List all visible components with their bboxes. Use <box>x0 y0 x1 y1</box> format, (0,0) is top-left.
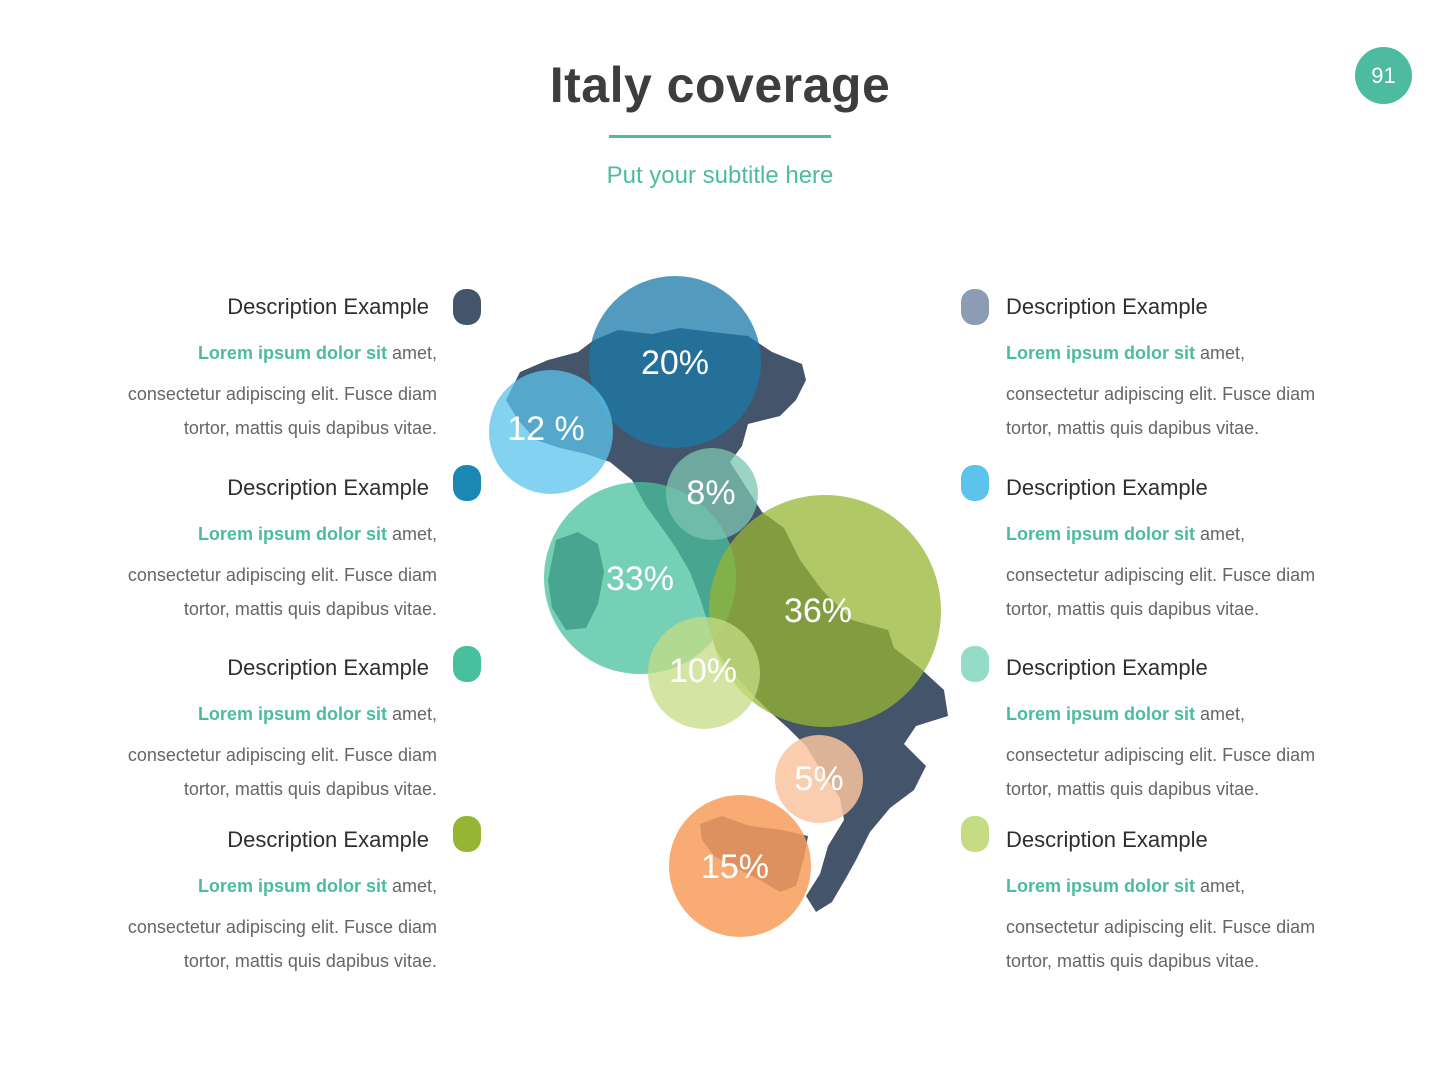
page-title: Italy coverage <box>549 57 891 113</box>
legend-pill-left-1 <box>453 289 481 325</box>
bubble-8 <box>666 448 758 540</box>
description-lead: Lorem ipsum dolor sit amet, <box>1006 523 1366 545</box>
description-line: consectetur adipiscing elit. Fusce diam <box>1006 917 1316 937</box>
description-line: tortor, mattis quis dapibus vitae. <box>1006 951 1260 971</box>
bubble-5 <box>775 735 863 823</box>
description-lead: Lorem ipsum dolor sit amet, <box>1006 342 1366 364</box>
description-line: tortor, mattis quis dapibus vitae. <box>1006 418 1260 438</box>
description-lead-rest: amet, <box>1195 524 1246 544</box>
bubble-label-12: 12 % <box>507 410 585 448</box>
description-body: consectetur adipiscing elit. Fusce diam … <box>1006 738 1366 806</box>
description-body: consectetur adipiscing elit. Fusce diam … <box>1006 910 1366 978</box>
description-line: consectetur adipiscing elit. Fusce diam <box>1006 565 1316 585</box>
description-heading: Description Example <box>1006 827 1208 852</box>
description-heading: Description Example <box>227 294 429 319</box>
description-lead-rest: amet, <box>386 704 437 724</box>
description-line: tortor, mattis quis dapibus vitae. <box>1006 779 1260 799</box>
description-heading: Description Example <box>1006 294 1208 319</box>
description-lead-rest: amet, <box>1195 704 1246 724</box>
description-lead-bold: Lorem ipsum dolor sit <box>1006 343 1196 363</box>
bubble-label-10: 10% <box>669 652 737 690</box>
description-lead: Lorem ipsum dolor sit amet, <box>77 342 437 364</box>
bubble-label-5: 5% <box>794 760 843 798</box>
description-block-left-1: Description Example Lorem ipsum dolor si… <box>77 292 437 445</box>
bubble-label-36: 36% <box>784 592 852 630</box>
description-lead-bold: Lorem ipsum dolor sit <box>1006 876 1196 896</box>
description-body: consectetur adipiscing elit. Fusce diam … <box>77 558 437 626</box>
description-lead-rest: amet, <box>386 876 437 896</box>
description-block-left-4: Description Example Lorem ipsum dolor si… <box>77 825 437 978</box>
description-line: consectetur adipiscing elit. Fusce diam <box>1006 384 1316 404</box>
description-lead: Lorem ipsum dolor sit amet, <box>77 523 437 545</box>
description-heading: Description Example <box>227 827 429 852</box>
description-block-right-2: Description Example Lorem ipsum dolor si… <box>1006 473 1366 626</box>
description-body: consectetur adipiscing elit. Fusce diam … <box>77 377 437 445</box>
legend-pill-right-1 <box>961 289 989 325</box>
description-body: consectetur adipiscing elit. Fusce diam … <box>77 738 437 806</box>
description-lead-bold: Lorem ipsum dolor sit <box>197 876 387 896</box>
legend-pill-left-3 <box>453 646 481 682</box>
bubble-10 <box>648 617 760 729</box>
description-line: consectetur adipiscing elit. Fusce diam <box>127 565 437 585</box>
description-lead-rest: amet, <box>386 343 437 363</box>
bubble-12 <box>489 370 613 494</box>
description-heading: Description Example <box>1006 475 1208 500</box>
bubble-36 <box>709 495 941 727</box>
description-lead-bold: Lorem ipsum dolor sit <box>197 704 387 724</box>
page-subtitle: Put your subtitle here <box>606 162 834 189</box>
description-lead-rest: amet, <box>1195 876 1246 896</box>
description-body: consectetur adipiscing elit. Fusce diam … <box>1006 558 1366 626</box>
description-block-right-3: Description Example Lorem ipsum dolor si… <box>1006 653 1366 806</box>
description-line: tortor, mattis quis dapibus vitae. <box>183 779 437 799</box>
bubble-label-8: 8% <box>686 474 735 512</box>
description-line: tortor, mattis quis dapibus vitae. <box>183 951 437 971</box>
description-lead-bold: Lorem ipsum dolor sit <box>197 524 387 544</box>
coverage-bubbles <box>489 276 941 937</box>
description-block-left-3: Description Example Lorem ipsum dolor si… <box>77 653 437 806</box>
bubble-20 <box>589 276 761 448</box>
description-line: consectetur adipiscing elit. Fusce diam <box>127 917 437 937</box>
description-lead-bold: Lorem ipsum dolor sit <box>1006 524 1196 544</box>
description-line: consectetur adipiscing elit. Fusce diam <box>1006 745 1316 765</box>
description-body: consectetur adipiscing elit. Fusce diam … <box>77 910 437 978</box>
description-lead: Lorem ipsum dolor sit amet, <box>1006 703 1366 725</box>
description-lead-rest: amet, <box>386 524 437 544</box>
description-heading: Description Example <box>227 655 429 680</box>
legend-pill-right-3 <box>961 646 989 682</box>
bubble-labels: 20% 12 % 8% 33% 36% 10% 5% 15% <box>507 344 852 886</box>
page-number-badge: 91 <box>1355 47 1412 104</box>
description-lead-bold: Lorem ipsum dolor sit <box>1006 704 1196 724</box>
description-lead: Lorem ipsum dolor sit amet, <box>77 875 437 897</box>
title-underline <box>609 135 831 138</box>
description-line: consectetur adipiscing elit. Fusce diam <box>127 745 437 765</box>
description-line: tortor, mattis quis dapibus vitae. <box>1006 599 1260 619</box>
legend-pill-left-2 <box>453 465 481 501</box>
legend-pill-right-4 <box>961 816 989 852</box>
description-heading: Description Example <box>1006 655 1208 680</box>
description-lead: Lorem ipsum dolor sit amet, <box>1006 875 1366 897</box>
description-lead-rest: amet, <box>1195 343 1246 363</box>
description-line: consectetur adipiscing elit. Fusce diam <box>127 384 437 404</box>
bubble-15 <box>669 795 811 937</box>
description-line: tortor, mattis quis dapibus vitae. <box>183 418 437 438</box>
description-block-right-4: Description Example Lorem ipsum dolor si… <box>1006 825 1366 978</box>
description-line: tortor, mattis quis dapibus vitae. <box>183 599 437 619</box>
description-lead: Lorem ipsum dolor sit amet, <box>77 703 437 725</box>
bubble-label-20: 20% <box>641 344 709 382</box>
bubble-label-15: 15% <box>701 848 769 886</box>
bubble-label-33: 33% <box>606 560 674 598</box>
description-lead-bold: Lorem ipsum dolor sit <box>197 343 387 363</box>
legend-pill-right-2 <box>961 465 989 501</box>
description-heading: Description Example <box>227 475 429 500</box>
description-body: consectetur adipiscing elit. Fusce diam … <box>1006 377 1366 445</box>
legend-pill-left-4 <box>453 816 481 852</box>
description-block-left-2: Description Example Lorem ipsum dolor si… <box>77 473 437 626</box>
description-block-right-1: Description Example Lorem ipsum dolor si… <box>1006 292 1366 445</box>
